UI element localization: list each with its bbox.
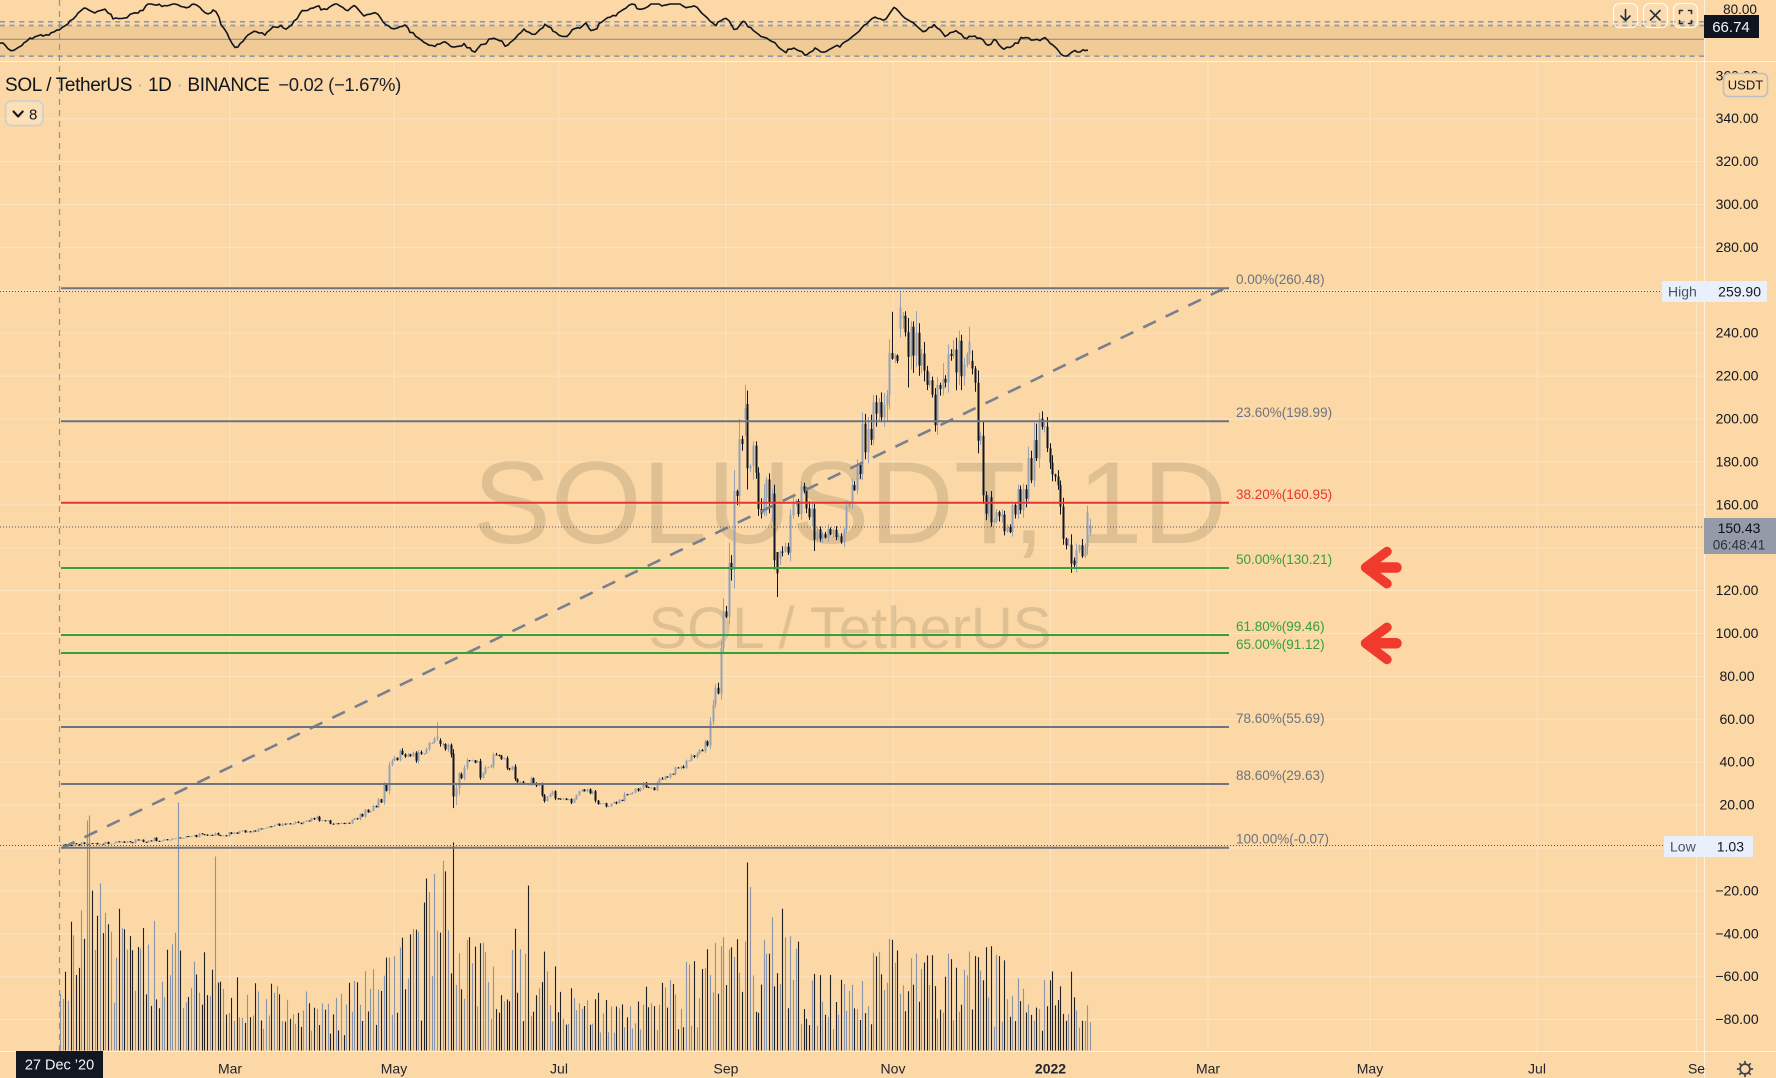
svg-text:Mar: Mar — [218, 1061, 242, 1077]
svg-text:120.00: 120.00 — [1716, 582, 1759, 598]
svg-text:23.60%(198.99): 23.60%(198.99) — [1236, 405, 1332, 420]
svg-text:Low: Low — [1670, 839, 1697, 855]
svg-text:320.00: 320.00 — [1716, 153, 1759, 169]
svg-text:Jul: Jul — [1528, 1061, 1546, 1077]
svg-text:80.00: 80.00 — [1719, 668, 1754, 684]
svg-text:160.00: 160.00 — [1716, 496, 1759, 512]
svg-text:Se: Se — [1688, 1061, 1705, 1077]
svg-text:Sep: Sep — [714, 1061, 739, 1077]
svg-text:−40.00: −40.00 — [1715, 925, 1758, 941]
svg-text:280.00: 280.00 — [1716, 239, 1759, 255]
svg-text:USDT: USDT — [1728, 78, 1763, 93]
svg-text:66.74: 66.74 — [1712, 19, 1750, 36]
svg-text:20.00: 20.00 — [1719, 797, 1754, 813]
svg-text:SOL / TetherUS: SOL / TetherUS — [649, 596, 1052, 661]
svg-text:SOL / TetherUS · 1D · BINANCE: SOL / TetherUS · 1D · BINANCE −0.02 (−1.… — [5, 74, 401, 96]
svg-text:300.00: 300.00 — [1716, 196, 1759, 212]
svg-text:0.00%(260.48): 0.00%(260.48) — [1236, 272, 1325, 287]
svg-text:1.03: 1.03 — [1717, 839, 1744, 855]
svg-text:200.00: 200.00 — [1716, 411, 1759, 427]
svg-text:240.00: 240.00 — [1716, 325, 1759, 341]
svg-text:−20.00: −20.00 — [1715, 882, 1758, 898]
svg-text:High: High — [1668, 284, 1697, 300]
svg-text:40.00: 40.00 — [1719, 754, 1754, 770]
svg-text:27 Dec ’20: 27 Dec ’20 — [25, 1058, 94, 1074]
svg-text:220.00: 220.00 — [1716, 368, 1759, 384]
svg-text:50.00%(130.21): 50.00%(130.21) — [1236, 552, 1332, 567]
svg-text:Mar: Mar — [1196, 1061, 1220, 1077]
svg-text:100.00: 100.00 — [1716, 625, 1759, 641]
svg-text:180.00: 180.00 — [1716, 453, 1759, 469]
svg-text:60.00: 60.00 — [1719, 711, 1754, 727]
svg-text:78.60%(55.69): 78.60%(55.69) — [1236, 711, 1325, 726]
svg-text:06:48:41: 06:48:41 — [1713, 538, 1766, 553]
svg-text:88.60%(29.63): 88.60%(29.63) — [1236, 768, 1325, 783]
svg-text:−60.00: −60.00 — [1715, 968, 1758, 984]
svg-text:2022: 2022 — [1035, 1061, 1066, 1077]
svg-text:65.00%(91.12): 65.00%(91.12) — [1236, 637, 1325, 652]
svg-text:−80.00: −80.00 — [1715, 1011, 1758, 1027]
svg-text:May: May — [1357, 1061, 1383, 1077]
svg-text:340.00: 340.00 — [1716, 110, 1759, 126]
svg-text:80.00: 80.00 — [1723, 2, 1757, 17]
svg-text:May: May — [381, 1061, 407, 1077]
svg-text:259.90: 259.90 — [1718, 284, 1761, 300]
svg-text:Nov: Nov — [881, 1061, 906, 1077]
svg-text:Jul: Jul — [550, 1061, 568, 1077]
svg-text:150.43: 150.43 — [1718, 520, 1761, 536]
svg-text:38.20%(160.95): 38.20%(160.95) — [1236, 487, 1332, 502]
svg-text:8: 8 — [29, 107, 37, 124]
svg-text:61.80%(99.46): 61.80%(99.46) — [1236, 619, 1325, 634]
svg-text:100.00%(-0.07): 100.00%(-0.07) — [1236, 832, 1329, 847]
